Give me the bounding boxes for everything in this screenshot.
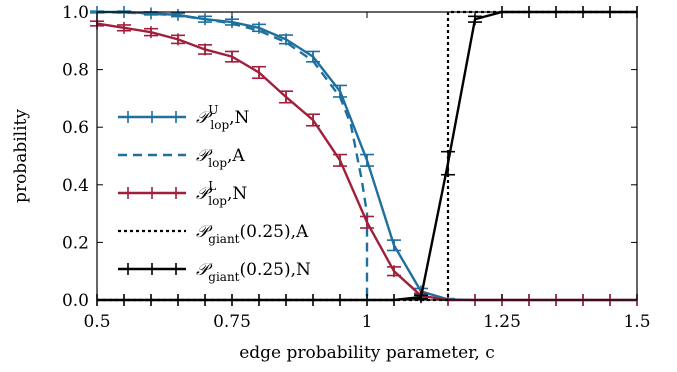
series-lop_upper_numeric (90, 6, 638, 306)
legend-item-lop_upper_numeric: 𝒫U lop,N (118, 103, 250, 132)
data-point (387, 265, 401, 278)
data-point (468, 13, 482, 26)
legend-label-sup: L (208, 179, 216, 193)
legend: 𝒫U lop,N 𝒫lop,A 𝒫L lop,N 𝒫giant(0.25),A 𝒫giant… (118, 103, 311, 284)
data-point (252, 21, 266, 34)
data-point (198, 43, 212, 56)
legend-label-suffix: (0.25),A (240, 222, 310, 242)
x-tick-label: 0.75 (213, 312, 251, 332)
series-lop_lower_numeric (90, 17, 638, 306)
y-tick-label: 1.0 (62, 3, 89, 23)
legend-item-lop_lower_numeric: 𝒫L lop,N (118, 179, 247, 208)
x-axis-label: edge probability parameter, c (239, 343, 495, 363)
legend-label-sub: giant (208, 270, 239, 284)
legend-label-sub: lop (210, 118, 229, 132)
y-tick-label: 0.2 (62, 233, 89, 253)
data-point (414, 291, 428, 304)
data-point (441, 150, 455, 176)
legend-label: 𝒫lop,A (196, 146, 245, 170)
legend-item-giant_numeric: 𝒫giant(0.25),N (118, 260, 311, 284)
data-point (171, 33, 185, 46)
x-tick-label: 0.5 (83, 312, 110, 332)
data-point (225, 50, 239, 63)
legend-label: 𝒫giant(0.25),A (196, 222, 309, 246)
legend-label-suffix: ,N (227, 184, 247, 204)
y-tick-label: 0.0 (62, 291, 89, 311)
legend-label-sub: giant (208, 232, 239, 246)
x-tick-label: 1.5 (623, 312, 650, 332)
x-tick-label: 1 (362, 312, 373, 332)
legend-label-suffix: ,A (227, 146, 245, 166)
data-point (333, 153, 347, 167)
data-point (279, 90, 293, 104)
legend-label-suffix: (0.25),N (240, 260, 312, 280)
y-axis-label: probability (11, 109, 31, 203)
data-point (360, 215, 374, 229)
data-point (360, 153, 374, 167)
data-point (306, 113, 320, 127)
legend-label: 𝒫L lop,N (196, 179, 247, 208)
legend-label-sub: lop (208, 156, 227, 170)
legend-item-giant_analytic: 𝒫giant(0.25),A (118, 222, 309, 246)
plot-marks (90, 6, 638, 306)
series-lop_analytic (96, 10, 369, 300)
y-tick-label: 0.8 (62, 61, 89, 81)
data-point (252, 65, 266, 80)
legend-label-suffix: ,N (229, 108, 249, 128)
data-point (144, 26, 158, 39)
legend-item-lop_analytic: 𝒫lop,A (118, 146, 245, 170)
data-point (117, 21, 131, 34)
series-line (96, 10, 369, 300)
legend-label: 𝒫U lop,N (196, 103, 250, 132)
y-tick-label: 0.4 (62, 176, 89, 196)
x-tick-label: 1.25 (483, 312, 521, 332)
data-point (387, 239, 401, 252)
y-tick-label: 0.6 (62, 118, 89, 138)
data-point (279, 33, 293, 46)
legend-label: 𝒫giant(0.25),N (196, 260, 311, 284)
legend-label-sup: U (208, 103, 218, 117)
legend-label-sub: lop (208, 194, 227, 208)
axis-ticks: 0.5 0.75 1 1.25 1.5 0.0 0.2 0.4 0.6 0.8 1.0 (62, 3, 651, 332)
